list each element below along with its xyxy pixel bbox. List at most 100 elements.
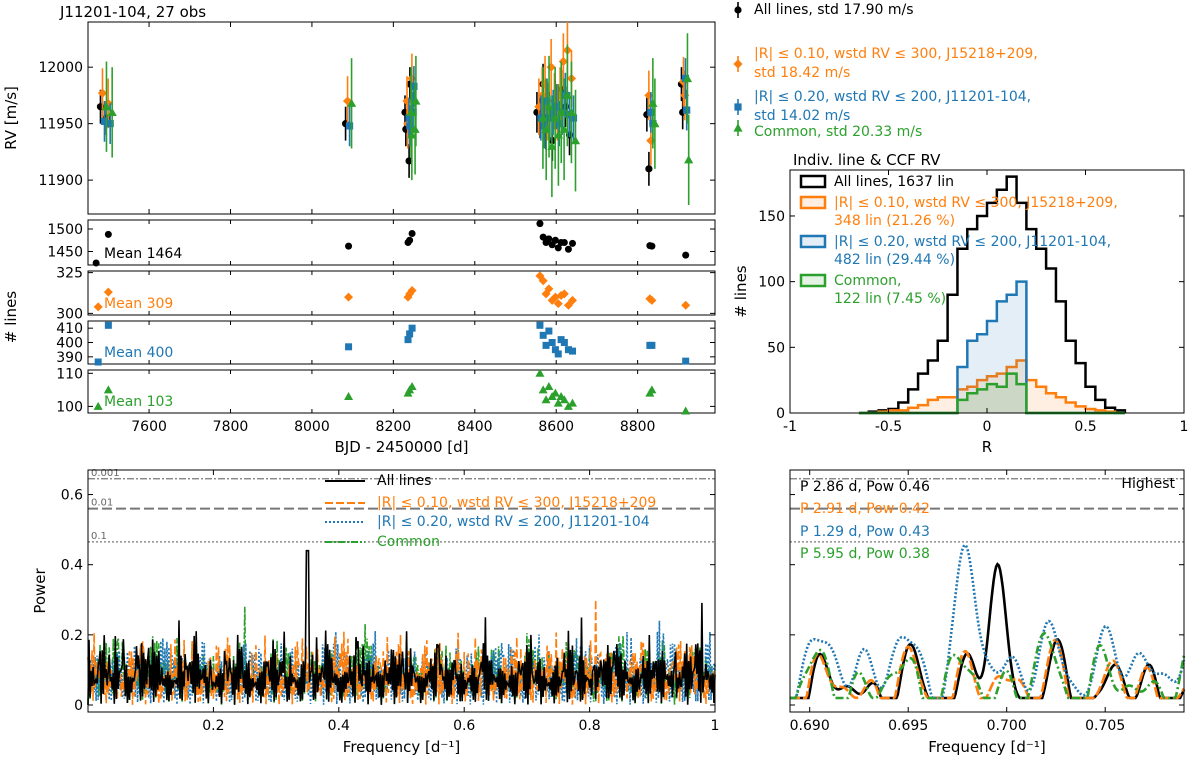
y-tick-label: 12000 (38, 60, 83, 76)
zoom-xlabel: Frequency [d⁻¹] (928, 738, 1045, 756)
rv-point (547, 141, 557, 150)
fap-label: 0.001 (91, 468, 120, 479)
nlines-axes-frame (87, 320, 716, 365)
nlines-point (682, 251, 690, 259)
rv-point (97, 88, 108, 98)
nlines-point (681, 406, 691, 415)
x-tick-label: 0.700 (987, 718, 1027, 734)
nlines-point (93, 302, 103, 312)
nlines-point (92, 259, 100, 267)
hist-series (858, 175, 1127, 415)
rv-point (106, 120, 114, 128)
hist-series (858, 359, 1125, 415)
hist-legend-swatch (799, 234, 827, 249)
nlines-point (568, 295, 577, 305)
rv-point (570, 135, 581, 145)
nlines-point (404, 336, 412, 344)
nlines-point (554, 244, 562, 252)
rv-point (555, 120, 563, 128)
zoom-axes-frame (789, 469, 1185, 713)
nlines-point (550, 388, 560, 397)
y-tick-label: 11950 (38, 117, 83, 133)
x-tick-label: -0.5 (875, 419, 902, 435)
nlines-axes-frame (87, 219, 716, 266)
nlines-point (553, 299, 563, 309)
figure-title: J11201-104, 27 obs (59, 3, 206, 21)
nlines-point (560, 239, 568, 246)
hist-legend-entry: |R| ≤ 0.20, wstd RV ≤ 200, J11201-104, 48… (834, 234, 1111, 268)
rv-point (546, 114, 554, 122)
zoom-periodogram-series (790, 631, 1186, 700)
rv-point (549, 108, 557, 116)
rv-point (342, 96, 353, 106)
rv-panel: 11900 11950 12000 RV [m/s] (2, 21, 716, 215)
rv-point (411, 96, 421, 105)
y-tick-label: 1500 (47, 222, 83, 238)
nlines-point (544, 284, 554, 294)
periodogram-ylabel: Power (31, 567, 49, 613)
rv-point (650, 119, 660, 128)
peak-label: P 1.29 d, Pow 0.43 (800, 524, 930, 540)
y-tick-label: 0 (776, 406, 785, 422)
hist-xlabel: R (982, 438, 992, 456)
rv-point (559, 124, 569, 133)
x-tick-label: 0.705 (1085, 718, 1125, 734)
hist-fill (858, 360, 1125, 413)
legend-marker (733, 59, 743, 69)
y-tick-label: 0.2 (61, 628, 83, 644)
y-tick-label: 0.4 (61, 558, 83, 574)
rv-point (407, 73, 417, 84)
nlines-point (407, 286, 417, 296)
legend-entry: All lines, std 17.90 m/s (754, 2, 914, 18)
highest-label: Highest (1121, 476, 1175, 492)
nlines-ylabel: # lines (2, 291, 20, 343)
hist-title: Indiv. line & CCF RV (793, 151, 941, 169)
zoom-periodogram-series (790, 543, 1186, 700)
x-tick-label: 0.5 (1074, 419, 1096, 435)
nlines-point (94, 358, 102, 366)
nlines-point (551, 346, 559, 354)
nlines-point (545, 327, 553, 335)
nlines-point (539, 331, 547, 339)
y-tick-label: 410 (56, 321, 83, 337)
x-tick-label: 0.6 (453, 718, 475, 734)
x-tick-label: 0.2 (202, 718, 224, 734)
rv-point (540, 122, 548, 130)
nlines-point (542, 341, 550, 349)
periodogram-axes-frame (87, 469, 716, 713)
rv-point (552, 103, 560, 111)
rv-point (405, 157, 413, 165)
fap-label: 0.01 (91, 498, 113, 509)
legend-line: 482 lin (29.44 %) (834, 252, 955, 268)
histogram-panel: Indiv. line & CCF RV 0 50 100 150 -1 -0.5 0 0.5 1… (732, 151, 1188, 456)
peak-label: P 2.86 d, Pow 0.46 (800, 479, 930, 495)
legend-entry: |R| ≤ 0.20, wstd RV ≤ 200, J11201-104, st… (754, 89, 1031, 124)
rv-point (566, 107, 577, 116)
nlines-point (408, 324, 416, 332)
mean-label: Mean 400 (104, 345, 173, 361)
nlines-point (536, 220, 544, 228)
y-tick-label: 150 (758, 209, 785, 225)
y-tick-label: 100 (758, 275, 785, 291)
x-tick-label: 0.4 (328, 718, 350, 734)
nlines-point (564, 346, 572, 354)
rv-legend: All lines, std 17.90 m/s |R| ≤ 0.10, wstd… (733, 2, 1038, 140)
rv-point (569, 114, 578, 122)
nlines-panel: 1450 1500 Mean 1464 300 325 Mean 309 390400410… (2, 219, 716, 456)
rv-point (405, 114, 413, 122)
nlines-point (569, 239, 576, 247)
rv-point (647, 108, 655, 116)
legend-entry: Common, std 20.33 m/s (754, 124, 922, 140)
rv-point (550, 113, 560, 122)
rv-point (543, 97, 551, 105)
legend-line: Common, std 20.33 m/s (754, 124, 922, 140)
nlines-point (541, 395, 551, 404)
zoom-periodogram-series (790, 562, 1186, 700)
rv-point (107, 107, 117, 116)
hist-ylabel: # lines (732, 265, 750, 317)
nlines-point (538, 276, 548, 286)
hist-legend-swatch (799, 273, 827, 288)
pgram-legend-entry: |R| ≤ 0.20, wstd RV ≤ 200, J11201-104 (377, 514, 650, 530)
nlines-point (344, 292, 354, 302)
nlines-point (551, 236, 559, 244)
